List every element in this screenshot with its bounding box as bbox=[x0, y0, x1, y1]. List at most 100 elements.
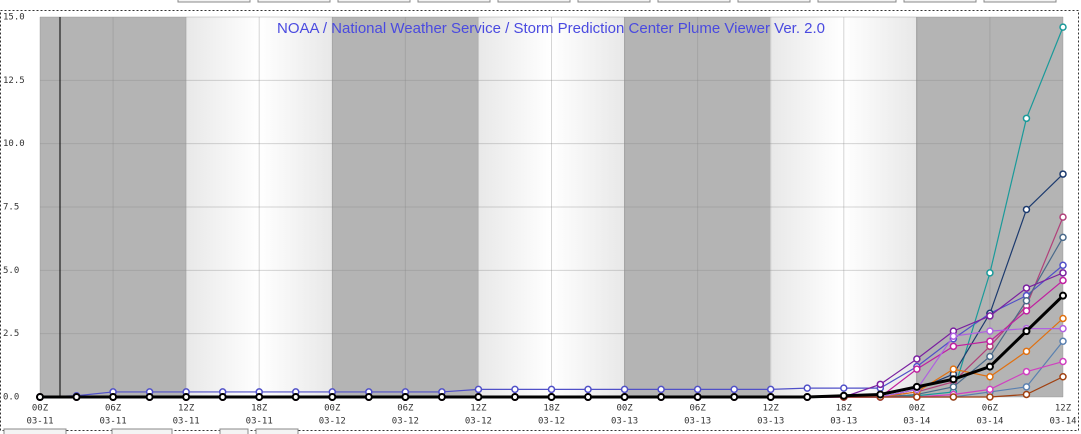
x-tick-label: 12Z bbox=[1055, 404, 1072, 414]
data-point bbox=[547, 393, 556, 401]
x-tick-date: 03-11 bbox=[246, 417, 273, 427]
data-point bbox=[1022, 114, 1031, 123]
data-point bbox=[949, 332, 958, 340]
data-point bbox=[949, 383, 958, 391]
x-tick-date: 03-14 bbox=[1049, 417, 1076, 427]
data-point bbox=[1022, 390, 1031, 399]
data-point bbox=[72, 393, 81, 401]
button[interactable] bbox=[111, 428, 173, 434]
x-tick-label: 06Z bbox=[982, 404, 999, 414]
button[interactable] bbox=[255, 428, 299, 434]
data-point bbox=[547, 385, 556, 394]
frame bbox=[0, 10, 1079, 431]
data-point bbox=[511, 385, 519, 394]
y-tick-label: 15.0 bbox=[3, 13, 25, 23]
day-band bbox=[186, 17, 332, 397]
data-point bbox=[657, 393, 666, 401]
data-point bbox=[1059, 261, 1067, 270]
y-tick-label: 5.0 bbox=[3, 266, 19, 276]
y-tick-label: 7.5 bbox=[3, 203, 19, 213]
x-tick-label: 06Z bbox=[105, 404, 122, 414]
x-tick-date: 03-13 bbox=[611, 417, 638, 427]
data-point bbox=[986, 393, 994, 401]
x-tick-date: 03-12 bbox=[392, 417, 419, 427]
data-point bbox=[109, 393, 118, 401]
data-point bbox=[1059, 213, 1067, 221]
chart-title: NOAA / National Weather Service / Storm … bbox=[277, 20, 825, 37]
data-point bbox=[1059, 269, 1067, 277]
data-point bbox=[912, 382, 921, 391]
data-point bbox=[876, 390, 885, 399]
data-point bbox=[766, 393, 775, 401]
button[interactable] bbox=[817, 0, 897, 3]
data-point bbox=[730, 393, 739, 401]
data-point bbox=[1059, 23, 1067, 31]
data-point bbox=[986, 327, 994, 335]
data-point bbox=[1022, 347, 1031, 356]
data-point bbox=[36, 393, 44, 401]
x-tick-date: 03-12 bbox=[465, 417, 492, 427]
data-point bbox=[986, 312, 994, 320]
x-tick-label: 06Z bbox=[690, 404, 707, 414]
data-point bbox=[840, 384, 848, 392]
data-point bbox=[1059, 233, 1067, 242]
data-point bbox=[730, 385, 738, 394]
data-point bbox=[913, 355, 921, 363]
data-point bbox=[1059, 337, 1067, 346]
x-tick-date: 03-13 bbox=[830, 417, 857, 427]
y-tick-label: 0.0 bbox=[3, 393, 19, 403]
data-point bbox=[1022, 296, 1031, 305]
data-point bbox=[218, 393, 227, 401]
data-point bbox=[437, 393, 446, 401]
button[interactable] bbox=[257, 0, 331, 3]
x-tick-label: 18Z bbox=[251, 404, 268, 414]
button[interactable] bbox=[983, 0, 1057, 3]
data-point bbox=[1059, 276, 1067, 285]
data-point bbox=[1022, 327, 1031, 336]
button[interactable] bbox=[657, 0, 731, 3]
day-band bbox=[770, 17, 916, 397]
x-tick-date: 03-14 bbox=[976, 417, 1003, 427]
data-point bbox=[986, 269, 994, 277]
data-point bbox=[255, 393, 264, 401]
x-tick-date: 03-12 bbox=[319, 417, 346, 427]
x-tick-date: 03-11 bbox=[26, 417, 53, 427]
data-point bbox=[876, 380, 885, 389]
data-point bbox=[949, 393, 958, 401]
data-point bbox=[913, 393, 921, 401]
x-tick-label: 00Z bbox=[909, 404, 926, 414]
y-tick-label: 10.0 bbox=[3, 139, 25, 149]
data-point bbox=[1059, 291, 1067, 300]
x-tick-label: 06Z bbox=[397, 404, 414, 414]
x-tick-date: 03-14 bbox=[903, 417, 930, 427]
data-point bbox=[1059, 324, 1067, 333]
night-band bbox=[332, 17, 478, 397]
data-point bbox=[986, 337, 994, 346]
button[interactable] bbox=[219, 428, 249, 434]
data-point bbox=[839, 391, 848, 400]
x-tick-label: 12Z bbox=[763, 404, 780, 414]
button[interactable] bbox=[3, 428, 67, 434]
x-tick-label: 12Z bbox=[470, 404, 487, 414]
data-point bbox=[766, 385, 775, 394]
button[interactable] bbox=[737, 0, 811, 3]
data-point bbox=[474, 393, 483, 401]
button[interactable] bbox=[577, 0, 651, 3]
data-point bbox=[328, 393, 337, 401]
data-point bbox=[657, 385, 665, 394]
data-point bbox=[986, 352, 994, 361]
bottom-buttons bbox=[3, 428, 299, 434]
x-tick-label: 18Z bbox=[836, 404, 853, 414]
button[interactable] bbox=[417, 0, 491, 3]
button[interactable] bbox=[177, 0, 251, 3]
button[interactable] bbox=[497, 0, 571, 3]
x-tick-label: 00Z bbox=[324, 404, 341, 414]
button[interactable] bbox=[903, 0, 977, 3]
data-point bbox=[474, 385, 483, 394]
data-point bbox=[949, 375, 958, 384]
y-tick-label: 12.5 bbox=[3, 76, 25, 86]
button[interactable] bbox=[337, 0, 411, 3]
night-band bbox=[624, 17, 770, 397]
data-point bbox=[949, 365, 958, 373]
